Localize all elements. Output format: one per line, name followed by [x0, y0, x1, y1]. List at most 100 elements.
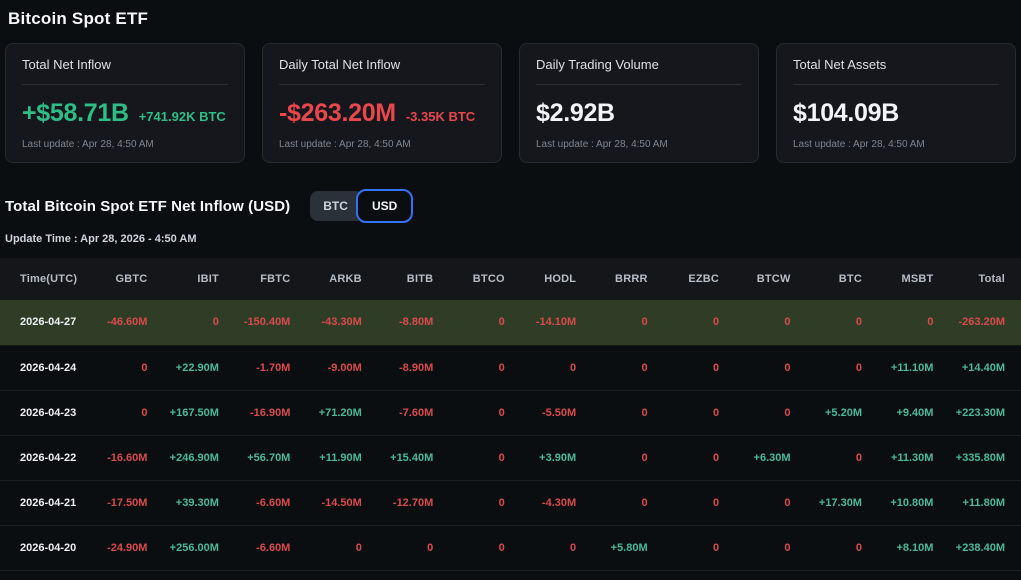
value-cell: -12.70M — [377, 480, 450, 526]
value-cell: +11.30M — [877, 435, 950, 481]
value-cell: +284.00M — [163, 570, 235, 580]
value-cell: +71.20M — [306, 390, 378, 436]
column-header-total: Total — [949, 258, 1021, 300]
card-last-update: Last update : Apr 28, 4:50 AM — [793, 139, 925, 150]
value-cell: 0 — [592, 570, 664, 580]
value-cell: 0 — [806, 345, 878, 391]
value-cell: 0 — [663, 300, 736, 346]
value-cell: 0 — [806, 525, 878, 571]
value-cell: +22.90M — [163, 345, 235, 391]
value-cell: +5.80M — [592, 525, 664, 571]
table-row: 2026-04-20 -24.90M +256.00M -6.60M 0 0 0 0 +5.80… — [0, 525, 1021, 571]
value-cell: +167.50M — [163, 390, 235, 436]
value-cell: 0 — [806, 300, 878, 346]
value-cell: +6.60M — [520, 570, 593, 580]
value-cell: -6.60M — [234, 480, 307, 526]
value-cell: 0 — [663, 525, 736, 571]
column-header-bitb: BITB — [377, 258, 450, 300]
card-label: Daily Total Net Inflow — [279, 57, 401, 72]
update-time-text: Update Time : Apr 28, 2026 - 4:50 AM — [5, 233, 197, 245]
value-cell: -16.60M — [92, 435, 164, 481]
value-cell: -263.20M — [949, 300, 1021, 346]
value-cell: 0 — [592, 480, 664, 526]
value-cell: 0 — [663, 435, 736, 481]
value-cell: 0 — [877, 300, 950, 346]
card-last-update: Last update : Apr 28, 4:50 AM — [536, 139, 668, 150]
value-cell: +117.90M — [306, 570, 378, 580]
card-divider — [793, 84, 999, 85]
value-cell: 0 — [449, 390, 521, 436]
value-cell: -5.50M — [520, 390, 593, 436]
column-header-time-utc-: Time(UTC) — [0, 258, 92, 300]
value-cell: -46.60M — [92, 300, 164, 346]
card-value: $104.09B — [793, 99, 900, 127]
total-net-assets-card: Total Net Assets $104.09B Last update : … — [776, 43, 1016, 163]
daily-trading-volume-card: Daily Trading Volume $2.92B Last update … — [519, 43, 759, 163]
value-cell: +9.40M — [877, 390, 950, 436]
value-cell: -7.60M — [377, 390, 450, 436]
card-divider — [279, 84, 485, 85]
value-cell: +10.80M — [877, 480, 950, 526]
value-cell: 0 — [449, 435, 521, 481]
value-cell: +223.30M — [949, 390, 1021, 436]
value-cell: 0 — [735, 345, 807, 391]
value-cell: +56.70M — [234, 435, 307, 481]
value-cell: 0 — [520, 525, 593, 571]
usd-toggle-button[interactable]: USD — [355, 189, 414, 223]
column-header-fbtc: FBTC — [234, 258, 307, 300]
value-cell: 0 — [663, 390, 736, 436]
column-header-btcw: BTCW — [735, 258, 807, 300]
value-cell: -8.90M — [377, 345, 450, 391]
column-header-ibit: IBIT — [163, 258, 235, 300]
column-header-ezbc: EZBC — [663, 258, 736, 300]
value-cell: +5.20M — [806, 390, 878, 436]
value-cell: +29.10M — [806, 570, 878, 580]
table-row: 2026-04-23 0 +167.50M -16.90M +71.20M -7.60M 0… — [0, 390, 1021, 436]
btc-toggle-button[interactable]: BTC — [310, 191, 364, 221]
value-cell: -24.90M — [92, 525, 164, 571]
value-cell: -150.40M — [234, 300, 307, 346]
etf-net-inflow-table: Time(UTC) GBTC IBIT FBTC ARKB BITB BTCO HODL BRR… — [0, 258, 1021, 580]
card-label: Daily Trading Volume — [536, 57, 659, 72]
card-last-update: Last update : Apr 28, 4:50 AM — [22, 139, 154, 150]
card-divider — [536, 84, 742, 85]
value-cell: +238.40M — [949, 525, 1021, 571]
table-row: 2026-04-22 -16.60M +246.90M +56.70M +11.90M +… — [0, 435, 1021, 481]
column-header-hodl: HODL — [520, 258, 593, 300]
value-cell: -1.70M — [234, 345, 307, 391]
value-cell: +163.40M — [234, 570, 307, 580]
value-cell: -4.30M — [520, 480, 593, 526]
total-net-inflow-card: Total Net Inflow +$58.71B +741.92K BTC L… — [5, 43, 245, 163]
value-cell: 0 — [663, 480, 736, 526]
value-cell: 0 — [735, 390, 807, 436]
card-divider — [22, 84, 228, 85]
value-cell: +11.80M — [949, 480, 1021, 526]
value-cell: +256.00M — [163, 525, 235, 571]
value-cell: +15.40M — [377, 435, 450, 481]
stat-cards-row: Total Net Inflow +$58.71B +741.92K BTC L… — [5, 43, 1016, 163]
value-cell: 0 — [92, 390, 164, 436]
row-date-cell: 2026-04-20 — [0, 525, 92, 571]
row-date-cell: 2026-04-24 — [0, 345, 92, 391]
value-cell: -8.80M — [377, 300, 450, 346]
value-cell: +6.30M — [735, 435, 807, 481]
table-row: 2026-04-24 0 +22.90M -1.70M -9.00M -8.90M 0 0 0 0… — [0, 345, 1021, 391]
value-cell: 0 — [377, 525, 450, 571]
value-cell: -16.90M — [234, 390, 307, 436]
value-cell: -14.10M — [520, 300, 593, 346]
value-cell: +39.30M — [163, 480, 235, 526]
row-date-cell: 2026-04-22 — [0, 435, 92, 481]
card-value: +$58.71B — [22, 99, 129, 127]
value-cell: 0 — [449, 300, 521, 346]
table-row: 2026-04-27 -46.60M 0 -150.40M -43.30M -8.80M 0… — [0, 300, 1021, 346]
card-last-update: Last update : Apr 28, 4:50 AM — [279, 139, 411, 150]
value-cell: -6.60M — [234, 525, 307, 571]
value-cell: 0 — [520, 345, 593, 391]
value-cell: 0 — [592, 345, 664, 391]
value-cell: +3.90M — [449, 570, 521, 580]
column-header-gbtc: GBTC — [92, 258, 164, 300]
table-header: Time(UTC) GBTC IBIT FBTC ARKB BITB BTCO HODL BRR… — [0, 258, 1021, 300]
table-row: 2026-04-21 -17.50M +39.30M -6.60M -14.50M -12… — [0, 480, 1021, 526]
value-cell: +14.40M — [949, 345, 1021, 391]
section-title: Total Bitcoin Spot ETF Net Inflow (USD) — [5, 197, 291, 215]
